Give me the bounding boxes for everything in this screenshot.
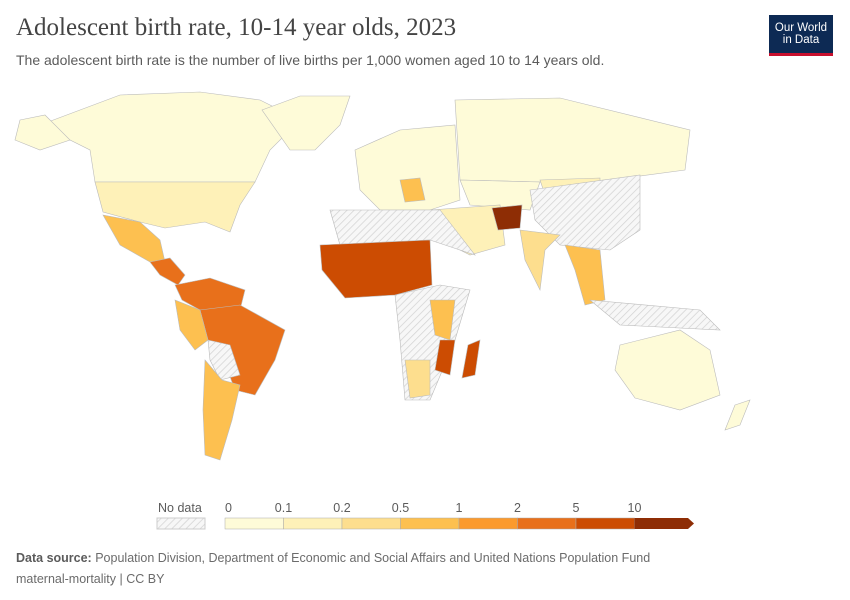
country-bolivia-paraguay[interactable] xyxy=(207,339,241,381)
country-russia[interactable] xyxy=(454,97,691,183)
logo-line1: Our World xyxy=(774,22,828,34)
country-greenland[interactable] xyxy=(261,95,351,151)
country-balkans[interactable] xyxy=(399,177,426,203)
legend-tick: 0.5 xyxy=(392,501,409,515)
country-usa[interactable] xyxy=(94,181,256,233)
legend-bin[interactable] xyxy=(575,517,635,530)
country-canada[interactable] xyxy=(39,91,301,183)
country-madagascar[interactable] xyxy=(461,339,481,379)
legend-no-data-label: No data xyxy=(158,501,202,515)
legend-no-data-swatch[interactable] xyxy=(156,517,206,530)
country-china[interactable] xyxy=(529,174,641,251)
source-text: Population Division, Department of Econo… xyxy=(95,551,651,565)
legend-tick: 0.2 xyxy=(333,501,350,515)
chart-title: Adolescent birth rate, 10-14 year olds, … xyxy=(16,14,457,41)
chart-subtitle: The adolescent birth rate is the number … xyxy=(16,52,605,68)
legend-tick: 5 xyxy=(573,501,580,515)
country-mozambique[interactable] xyxy=(434,339,456,376)
country-peru[interactable] xyxy=(174,299,209,351)
world-map xyxy=(14,91,751,461)
legend-tick: 10 xyxy=(628,501,642,515)
legend-bin[interactable] xyxy=(458,517,518,530)
country-central-america[interactable] xyxy=(149,257,186,286)
legend-tick: 0.1 xyxy=(275,501,292,515)
country-new-zealand[interactable] xyxy=(724,399,751,431)
country-southern-africa[interactable] xyxy=(404,359,431,399)
country-argentina-chile[interactable] xyxy=(202,359,241,461)
country-europe[interactable] xyxy=(354,124,461,211)
country-indonesia[interactable] xyxy=(589,299,721,331)
legend: No data 0 0.1 0.2 0.5 1 2 5 10 xyxy=(156,501,695,530)
footer: Data source: Population Division, Depart… xyxy=(16,548,650,590)
country-alaska[interactable] xyxy=(14,114,71,151)
legend-bin[interactable] xyxy=(634,518,695,529)
legend-bin[interactable] xyxy=(283,517,343,530)
country-central-asia[interactable] xyxy=(459,179,541,211)
legend-tick: 0 xyxy=(225,501,232,515)
country-india[interactable] xyxy=(519,229,561,292)
country-afghanistan[interactable] xyxy=(491,204,523,231)
logo-line2: in Data xyxy=(782,34,820,46)
country-australia[interactable] xyxy=(614,329,721,411)
legend-bin[interactable] xyxy=(341,517,401,530)
owid-logo[interactable]: Our World in Data xyxy=(769,15,833,56)
source-label: Data source: xyxy=(16,551,92,565)
country-sahel-west-africa[interactable] xyxy=(319,239,433,299)
country-se-asia[interactable] xyxy=(564,244,606,306)
legend-tick: 1 xyxy=(456,501,463,515)
legend-tick: 2 xyxy=(514,501,521,515)
legend-bin[interactable] xyxy=(517,517,577,530)
legend-bin[interactable] xyxy=(400,517,460,530)
country-north-africa[interactable] xyxy=(329,209,476,256)
footer-line2: maternal-mortality | CC BY xyxy=(16,572,165,586)
legend-bin[interactable] xyxy=(224,517,284,530)
